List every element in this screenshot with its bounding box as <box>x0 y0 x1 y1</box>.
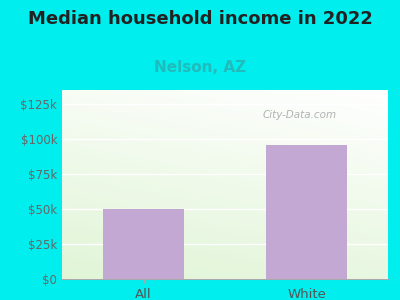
Text: Median household income in 2022: Median household income in 2022 <box>28 11 372 28</box>
Bar <box>266 145 347 279</box>
Bar <box>103 209 184 279</box>
Text: Nelson, AZ: Nelson, AZ <box>154 60 246 75</box>
Text: City-Data.com: City-Data.com <box>263 110 337 120</box>
